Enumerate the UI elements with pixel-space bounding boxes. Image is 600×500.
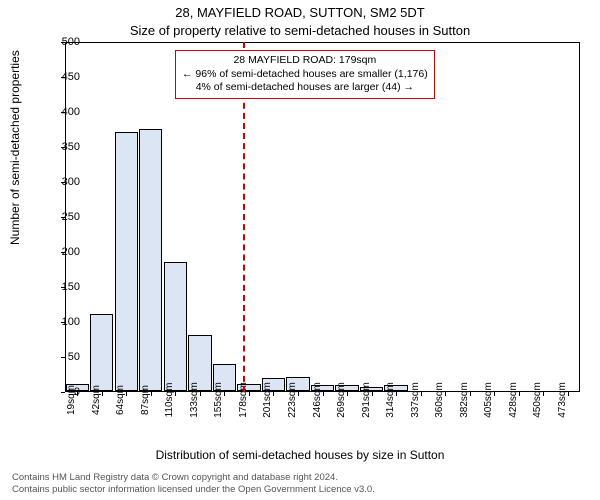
xtick-label: 87sqm (140, 385, 151, 415)
xtick-label: 269sqm (336, 382, 347, 418)
ytick-label: 200 (62, 246, 80, 258)
xtick-label: 155sqm (213, 382, 224, 418)
xtick-label: 473sqm (557, 382, 568, 418)
footnote: Contains HM Land Registry data © Crown c… (12, 472, 375, 496)
callout-line: 4% of semi-detached houses are larger (4… (182, 81, 428, 95)
ytick-label: 50 (68, 351, 80, 363)
xtick-mark (273, 392, 274, 396)
ytick-label: 500 (62, 36, 80, 48)
callout-line: 28 MAYFIELD ROAD: 179sqm (182, 54, 428, 68)
xtick-label: 110sqm (164, 383, 175, 418)
footnote-line2: Contains public sector information licen… (12, 484, 375, 496)
ytick-label: 350 (62, 141, 80, 153)
xtick-label: 291sqm (361, 382, 372, 418)
xtick-label: 382sqm (459, 382, 470, 418)
ytick-label: 250 (62, 211, 80, 223)
callout-line: ← 96% of semi-detached houses are smalle… (182, 68, 428, 82)
callout-box: 28 MAYFIELD ROAD: 179sqm← 96% of semi-de… (175, 50, 435, 99)
xtick-mark (126, 392, 127, 396)
histogram-bar (164, 262, 187, 392)
histogram-bar (90, 314, 113, 391)
chart-title-address: 28, MAYFIELD ROAD, SUTTON, SM2 5DT (0, 5, 600, 20)
xtick-label: 133sqm (189, 382, 200, 418)
xtick-mark (298, 392, 299, 396)
ytick-label: 100 (62, 316, 80, 328)
xtick-mark (494, 392, 495, 396)
xtick-label: 201sqm (262, 382, 273, 418)
x-axis-label: Distribution of semi-detached houses by … (0, 448, 600, 462)
xtick-mark (543, 392, 544, 396)
ytick-mark (61, 392, 65, 393)
xtick-label: 246sqm (312, 382, 323, 418)
xtick-mark (249, 392, 250, 396)
footnote-line1: Contains HM Land Registry data © Crown c… (12, 472, 375, 484)
xtick-mark (396, 392, 397, 396)
plot-area: 19sqm42sqm64sqm87sqm110sqm133sqm155sqm17… (65, 42, 580, 392)
xtick-mark (445, 392, 446, 396)
xtick-mark (175, 392, 176, 396)
ytick-label: 450 (62, 71, 80, 83)
xtick-label: 428sqm (508, 382, 519, 418)
chart-title-desc: Size of property relative to semi-detach… (0, 23, 600, 38)
xtick-label: 405sqm (483, 382, 494, 418)
ytick-label: 150 (62, 281, 80, 293)
xtick-mark (200, 392, 201, 396)
histogram-bar (115, 132, 138, 391)
ytick-label: 300 (62, 176, 80, 188)
y-axis-label: Number of semi-detached properties (8, 50, 22, 245)
xtick-label: 360sqm (434, 382, 445, 418)
xtick-mark (224, 392, 225, 396)
xtick-label: 42sqm (91, 385, 102, 415)
xtick-label: 337sqm (410, 382, 421, 418)
xtick-mark (347, 392, 348, 396)
xtick-label: 223sqm (287, 382, 298, 418)
ytick-label: 400 (62, 106, 80, 118)
ytick-mark (61, 357, 65, 358)
xtick-label: 450sqm (532, 382, 543, 418)
ytick-label: 0 (74, 386, 80, 398)
xtick-label: 64sqm (115, 385, 126, 415)
xtick-label: 314sqm (385, 382, 396, 418)
histogram-bar (139, 129, 162, 392)
